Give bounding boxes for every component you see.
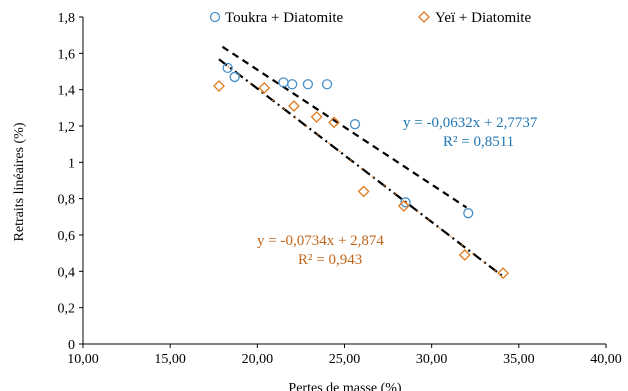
legend-label-toukra: Toukra + Diatomite [225,10,344,26]
toukra-point [400,197,411,208]
yei-r2: R² = 0,943 [298,252,362,268]
x-tick-label: 35,00 [503,352,535,367]
y-tick-label: 1,8 [58,11,76,26]
trendlines [218,45,504,278]
x-tick-label: 20,00 [242,352,274,367]
y-axis-title: Retraits linéaires (%) [12,122,27,241]
y-tick-label: 1,4 [58,84,76,99]
axes: 0 0,2 0,4 0,6 0,8 1 1,2 1,4 1,6 1,8 10,00 15,00 20,0… [58,11,622,367]
toukra-point [463,208,474,219]
legend: Toukra + Diatomite Yeï + Diatomite [209,10,531,26]
y-tick-label: 0,8 [58,193,76,208]
yei-point [310,110,323,123]
toukra-point [349,119,361,130]
toukra-point [321,79,333,90]
yei-point [458,249,471,261]
x-tick-label: 15,00 [154,352,186,367]
yei-point [288,100,300,112]
y-tick-label: 0 [68,338,75,353]
legend-marker-yei [418,11,430,23]
yei-equation: y = -0,0734x + 2,874 [257,233,384,249]
y-tick-label: 1,2 [58,120,76,135]
yei-point [213,80,225,92]
y-tick-label: 0,4 [58,265,76,280]
toukra-trendline [221,45,468,209]
data-points [213,62,510,280]
toukra-point [287,79,298,90]
x-axis-title: Pertes de masse (%) [288,381,401,391]
legend-marker-toukra [209,11,221,23]
x-tick-label: 40,00 [590,352,622,367]
yei-point [397,200,410,212]
yei-point [497,267,510,280]
toukra-point [302,79,314,90]
x-tick-label: 30,00 [416,352,448,367]
legend-label-yei: Yeï + Diatomite [435,10,531,26]
toukra-point [229,71,240,83]
toukra-equation: y = -0,0632x + 2,7737 [403,115,538,131]
x-tick-label: 10,00 [67,352,99,367]
toukra-point [222,62,233,74]
yei-point [258,81,271,94]
y-tick-label: 1,6 [58,47,76,62]
x-tick-label: 25,00 [329,352,361,367]
y-tick-label: 1 [68,156,75,171]
yei-point [357,185,370,198]
toukra-point [278,77,289,88]
y-tick-label: 0,6 [58,229,76,244]
y-tick-label: 0,2 [58,302,76,317]
toukra-r2: R² = 0,8511 [443,134,514,150]
yei-point [328,116,340,129]
